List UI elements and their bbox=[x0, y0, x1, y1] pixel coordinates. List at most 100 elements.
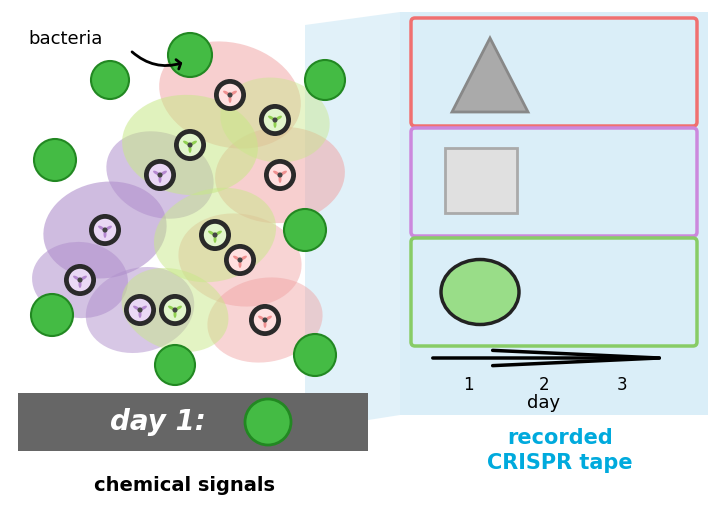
Ellipse shape bbox=[441, 259, 519, 325]
Circle shape bbox=[138, 307, 143, 313]
Text: 3: 3 bbox=[617, 376, 627, 394]
Ellipse shape bbox=[73, 276, 80, 280]
Ellipse shape bbox=[140, 306, 147, 310]
Text: 2: 2 bbox=[539, 376, 549, 394]
Circle shape bbox=[159, 294, 191, 326]
Ellipse shape bbox=[98, 226, 104, 230]
Ellipse shape bbox=[215, 231, 222, 235]
Ellipse shape bbox=[238, 260, 241, 268]
Ellipse shape bbox=[122, 95, 258, 195]
Circle shape bbox=[94, 219, 116, 241]
Circle shape bbox=[229, 249, 251, 271]
Ellipse shape bbox=[233, 256, 240, 260]
Bar bbox=[400, 12, 708, 415]
Ellipse shape bbox=[280, 171, 287, 175]
Circle shape bbox=[245, 399, 291, 445]
Ellipse shape bbox=[228, 96, 232, 103]
Circle shape bbox=[264, 159, 296, 191]
Ellipse shape bbox=[104, 230, 107, 238]
Circle shape bbox=[179, 134, 201, 156]
Bar bbox=[18, 393, 368, 451]
Circle shape bbox=[204, 224, 226, 246]
Polygon shape bbox=[305, 12, 400, 430]
Circle shape bbox=[173, 307, 178, 313]
Circle shape bbox=[91, 61, 129, 99]
Ellipse shape bbox=[190, 140, 197, 145]
Circle shape bbox=[164, 299, 186, 321]
Ellipse shape bbox=[133, 306, 140, 310]
Ellipse shape bbox=[159, 41, 301, 149]
Ellipse shape bbox=[43, 182, 166, 278]
Circle shape bbox=[249, 304, 281, 336]
Circle shape bbox=[124, 294, 156, 326]
Circle shape bbox=[168, 33, 212, 77]
Ellipse shape bbox=[153, 171, 160, 175]
Ellipse shape bbox=[223, 91, 230, 95]
Text: day 1:: day 1: bbox=[110, 408, 206, 436]
Text: bacteria: bacteria bbox=[28, 30, 102, 48]
Circle shape bbox=[155, 345, 195, 385]
Circle shape bbox=[34, 139, 76, 181]
Text: 1: 1 bbox=[463, 376, 473, 394]
Ellipse shape bbox=[175, 306, 182, 310]
Circle shape bbox=[269, 164, 291, 186]
FancyBboxPatch shape bbox=[411, 18, 697, 126]
Circle shape bbox=[259, 104, 291, 136]
Circle shape bbox=[199, 219, 231, 251]
Circle shape bbox=[64, 264, 96, 296]
Ellipse shape bbox=[183, 140, 190, 145]
Text: recorded
CRISPR tape: recorded CRISPR tape bbox=[487, 428, 633, 473]
Ellipse shape bbox=[122, 268, 228, 352]
Circle shape bbox=[129, 299, 151, 321]
Ellipse shape bbox=[138, 311, 142, 318]
Ellipse shape bbox=[78, 280, 81, 288]
Ellipse shape bbox=[105, 226, 112, 230]
Circle shape bbox=[277, 172, 282, 177]
Ellipse shape bbox=[279, 175, 282, 183]
Text: chemical signals: chemical signals bbox=[94, 476, 276, 495]
Circle shape bbox=[228, 92, 233, 98]
Ellipse shape bbox=[158, 175, 161, 183]
Ellipse shape bbox=[268, 116, 275, 120]
FancyBboxPatch shape bbox=[411, 238, 697, 346]
Ellipse shape bbox=[154, 188, 276, 282]
Circle shape bbox=[224, 244, 256, 276]
Ellipse shape bbox=[80, 276, 87, 280]
Ellipse shape bbox=[273, 171, 280, 175]
Circle shape bbox=[78, 277, 83, 282]
Circle shape bbox=[264, 109, 287, 131]
Circle shape bbox=[262, 317, 268, 323]
Ellipse shape bbox=[230, 91, 237, 95]
Ellipse shape bbox=[207, 277, 323, 363]
Bar bbox=[445, 148, 517, 213]
Ellipse shape bbox=[274, 121, 276, 128]
Ellipse shape bbox=[264, 321, 266, 328]
Ellipse shape bbox=[189, 146, 192, 153]
Circle shape bbox=[305, 60, 345, 100]
Circle shape bbox=[89, 214, 121, 246]
Circle shape bbox=[238, 257, 243, 263]
Ellipse shape bbox=[107, 131, 214, 219]
Ellipse shape bbox=[174, 311, 176, 318]
Ellipse shape bbox=[161, 171, 167, 175]
Ellipse shape bbox=[208, 231, 215, 235]
Circle shape bbox=[272, 117, 278, 123]
Ellipse shape bbox=[32, 242, 128, 318]
Ellipse shape bbox=[275, 116, 282, 120]
Polygon shape bbox=[452, 38, 528, 112]
Circle shape bbox=[174, 129, 206, 161]
Circle shape bbox=[212, 232, 217, 238]
Ellipse shape bbox=[258, 316, 265, 320]
Circle shape bbox=[294, 334, 336, 376]
Ellipse shape bbox=[179, 213, 302, 306]
Circle shape bbox=[149, 164, 171, 186]
Text: day: day bbox=[528, 394, 561, 412]
Circle shape bbox=[214, 79, 246, 111]
Circle shape bbox=[158, 172, 163, 177]
FancyBboxPatch shape bbox=[411, 128, 697, 236]
Circle shape bbox=[102, 228, 107, 233]
Circle shape bbox=[144, 159, 176, 191]
Ellipse shape bbox=[215, 127, 345, 223]
Ellipse shape bbox=[265, 316, 272, 320]
Circle shape bbox=[31, 294, 73, 336]
